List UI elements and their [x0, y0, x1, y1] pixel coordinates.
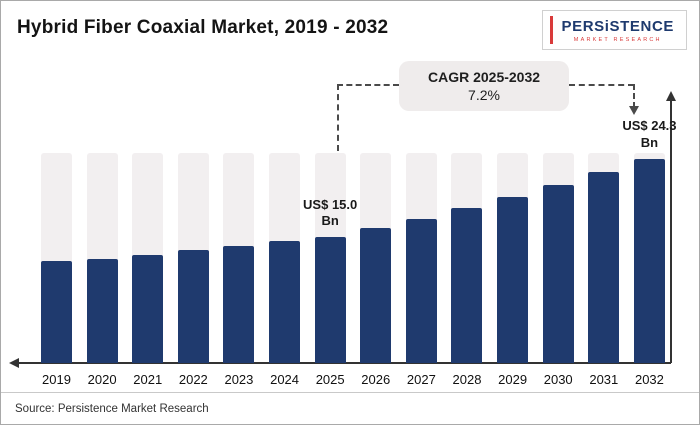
logo-text: PERSiSTENCE MARKET RESEARCH — [562, 18, 674, 43]
logo-name: PERSiSTENCE — [561, 17, 674, 35]
persistence-logo: PERSiSTENCE MARKET RESEARCH — [541, 10, 687, 50]
bar-column-2027: 2027 — [405, 153, 437, 387]
cagr-annotation: CAGR 2025-2032 7.2% — [399, 61, 569, 111]
logo-accent-bar — [549, 16, 553, 44]
bar-2026[interactable] — [360, 227, 392, 363]
source-note: Source: Persistence Market Research — [15, 402, 209, 415]
x-tick-label-2020: 2020 — [87, 372, 117, 387]
x-tick-label-2019: 2019 — [42, 372, 71, 387]
bar-2027[interactable] — [405, 218, 437, 363]
bar-2024[interactable] — [269, 241, 301, 363]
x-tick-label-2032: 2032 — [634, 372, 664, 387]
bar-2031[interactable] — [588, 172, 620, 363]
x-tick-label-2029: 2029 — [498, 372, 528, 387]
cagr-label: CAGR 2025-2032 — [427, 69, 541, 85]
x-axis — [19, 362, 671, 364]
bar-column-2025: 2025 US$ 15.0 Bn — [303, 153, 357, 387]
bar-2025[interactable] — [314, 237, 346, 363]
cagr-dashed-line-right-drop — [633, 84, 635, 108]
bar-2028[interactable] — [451, 207, 483, 363]
bar-2032[interactable] — [633, 158, 665, 363]
bar-column-2023: 2023 — [223, 153, 255, 387]
bar-2029[interactable] — [497, 196, 529, 363]
axis-arrow-up-icon — [666, 91, 676, 101]
x-tick-label-2025: 2025 — [315, 372, 345, 387]
cagr-arrow-down-icon — [629, 106, 639, 115]
cagr-dashed-line-right — [569, 84, 634, 86]
bar-column-2022: 2022 — [177, 153, 209, 387]
axis-arrow-left-icon — [9, 358, 19, 368]
bar-column-2029: 2029 — [497, 153, 529, 387]
bar-column-2026: 2026 — [360, 153, 392, 387]
bar-column-2031: 2031 — [588, 153, 620, 387]
x-tick-label-2028: 2028 — [452, 372, 482, 387]
bar-column-2019: 2019 — [41, 153, 72, 387]
bar-column-2032: 2032 US$ 24.3 Bn — [622, 118, 676, 387]
bar-2019[interactable] — [41, 261, 72, 363]
bar-2023[interactable] — [223, 246, 255, 363]
bar-2021[interactable] — [132, 254, 164, 363]
cagr-value: 7.2% — [468, 87, 500, 103]
data-label-2025: US$ 15.0 Bn — [303, 196, 358, 228]
x-tick-label-2024: 2024 — [270, 372, 300, 387]
bar-column-2030: 2030 — [542, 153, 574, 387]
x-tick-label-2027: 2027 — [406, 372, 436, 387]
x-tick-label-2021: 2021 — [133, 372, 163, 387]
data-label-2032: US$ 24.3 Bn — [622, 118, 677, 150]
footer: Source: Persistence Market Research — [1, 392, 699, 424]
logo-subtitle: MARKET RESEARCH — [573, 36, 662, 43]
x-tick-label-2026: 2026 — [361, 372, 391, 387]
x-tick-label-2031: 2031 — [589, 372, 619, 387]
bar-column-2024: 2024 — [269, 153, 301, 387]
bar-column-2021: 2021 — [132, 153, 164, 387]
x-tick-label-2023: 2023 — [224, 372, 254, 387]
bar-2020[interactable] — [86, 258, 118, 363]
plot-area: 2019 2020 2021 2022 2023 2024 2025 US$ 15.0 Bn 2… — [41, 118, 677, 387]
cagr-dashed-line-left-drop — [337, 84, 339, 151]
bar-2030[interactable] — [542, 184, 574, 363]
cagr-dashed-line-left — [337, 84, 399, 86]
y-axis — [670, 101, 672, 363]
bar-column-2020: 2020 — [86, 153, 118, 387]
x-tick-label-2030: 2030 — [543, 372, 573, 387]
page-title: Hybrid Fiber Coaxial Market, 2019 - 2032 — [17, 17, 389, 38]
bar-2022[interactable] — [177, 250, 209, 363]
bar-column-2028: 2028 — [451, 153, 483, 387]
x-tick-label-2022: 2022 — [178, 372, 208, 387]
